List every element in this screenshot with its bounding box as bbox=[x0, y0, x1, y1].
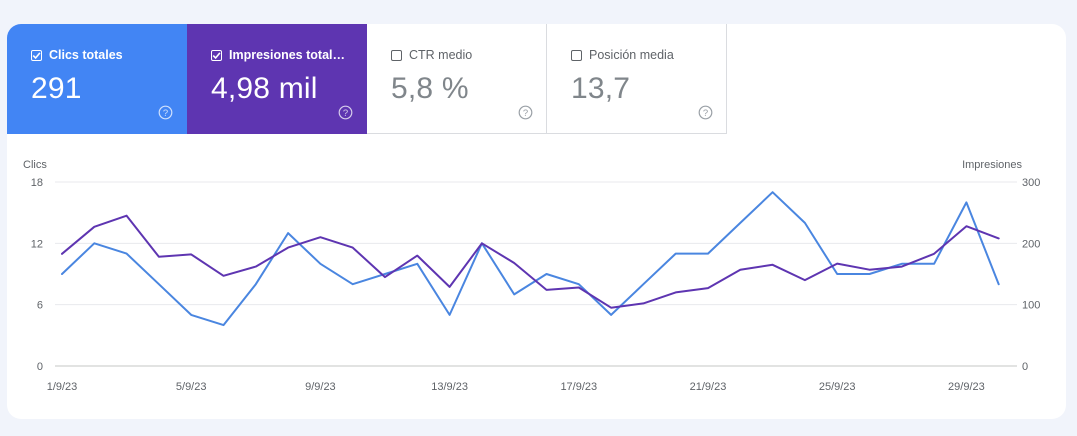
x-tick-label: 17/9/23 bbox=[560, 381, 597, 393]
total-clicks-label: Clics totales bbox=[49, 48, 123, 62]
impressions-series-line bbox=[61, 214, 1000, 309]
performance-card: Clics totales 291 ? Impresiones total… 4… bbox=[7, 24, 1066, 419]
help-icon[interactable]: ? bbox=[518, 105, 533, 120]
total-clicks-checkbox[interactable] bbox=[31, 49, 42, 61]
total-clicks-value: 291 bbox=[31, 72, 82, 105]
left-tick-label: 18 bbox=[31, 177, 43, 189]
total-impressions-value: 4,98 mil bbox=[211, 72, 318, 105]
right-tick-label: 300 bbox=[1022, 177, 1040, 189]
svg-text:?: ? bbox=[343, 108, 348, 119]
total-impressions-checkbox[interactable] bbox=[211, 49, 222, 61]
x-tick-label: 21/9/23 bbox=[690, 381, 727, 393]
x-tick-label: 5/9/23 bbox=[176, 381, 207, 393]
average-ctr-header: CTR medio bbox=[391, 48, 472, 62]
total-impressions-tile[interactable]: Impresiones total… 4,98 mil ? bbox=[187, 24, 367, 134]
right-tick-label: 100 bbox=[1022, 300, 1040, 312]
clicks-series-line bbox=[61, 191, 1000, 327]
average-position-header: Posición media bbox=[571, 48, 674, 62]
svg-text:?: ? bbox=[703, 108, 708, 119]
average-ctr-tile[interactable]: CTR medio 5,8 % ? bbox=[367, 24, 547, 134]
x-tick-label: 13/9/23 bbox=[431, 381, 468, 393]
x-tick-label: 25/9/23 bbox=[819, 381, 856, 393]
average-position-label: Posición media bbox=[589, 48, 674, 62]
average-position-tile[interactable]: Posición media 13,7 ? bbox=[547, 24, 727, 134]
x-tick-label: 9/9/23 bbox=[305, 381, 336, 393]
total-clicks-tile[interactable]: Clics totales 291 ? bbox=[7, 24, 187, 134]
right-tick-label: 200 bbox=[1022, 238, 1040, 250]
total-clicks-header: Clics totales bbox=[31, 48, 123, 62]
help-icon[interactable]: ? bbox=[698, 105, 713, 120]
svg-text:?: ? bbox=[163, 108, 168, 119]
help-icon[interactable]: ? bbox=[338, 105, 353, 120]
left-tick-label: 12 bbox=[31, 238, 43, 250]
average-position-value: 13,7 bbox=[571, 72, 631, 105]
average-ctr-value: 5,8 % bbox=[391, 72, 469, 105]
left-tick-label: 6 bbox=[37, 300, 43, 312]
x-tick-label: 29/9/23 bbox=[948, 381, 985, 393]
average-ctr-label: CTR medio bbox=[409, 48, 473, 62]
x-tick-label: 1/9/23 bbox=[47, 381, 78, 393]
right-tick-label: 0 bbox=[1022, 361, 1028, 373]
help-icon[interactable]: ? bbox=[158, 105, 173, 120]
metric-tiles: Clics totales 291 ? Impresiones total… 4… bbox=[7, 24, 727, 134]
average-position-checkbox[interactable] bbox=[571, 49, 582, 61]
performance-chart[interactable]: 0 6 12 18 0 100 200 300 1/9/23 5/9/23 9/9/23 13/9… bbox=[7, 24, 1066, 419]
total-impressions-header: Impresiones total… bbox=[211, 48, 345, 62]
right-axis-title: Impresiones bbox=[962, 159, 1022, 171]
svg-text:?: ? bbox=[523, 108, 528, 119]
total-impressions-label: Impresiones total… bbox=[229, 48, 345, 62]
average-ctr-checkbox[interactable] bbox=[391, 49, 402, 61]
left-axis-title: Clics bbox=[23, 159, 47, 171]
left-tick-label: 0 bbox=[37, 361, 43, 373]
